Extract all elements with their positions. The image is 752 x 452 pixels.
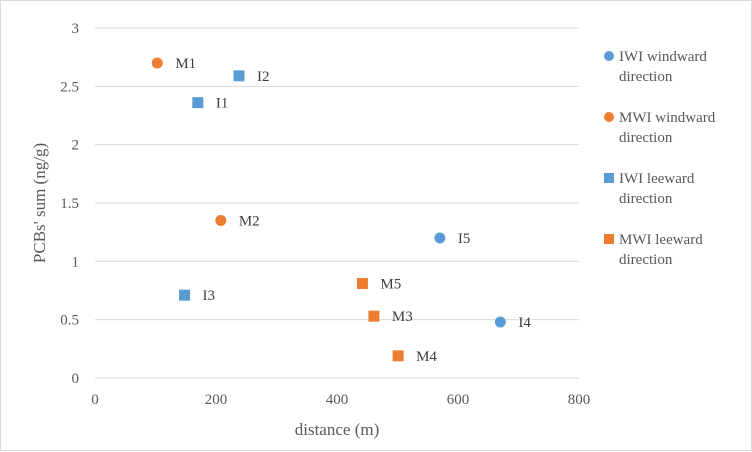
data-label: M2 <box>239 214 260 230</box>
y-tick-label: 0.5 <box>60 313 79 329</box>
legend-label: direction <box>619 130 673 146</box>
y-tick-label: 2.5 <box>60 79 79 95</box>
legend-marker <box>604 112 614 122</box>
y-axis-title: PCBs' sum (ng/g) <box>30 143 49 263</box>
legend-label: IWI leeward <box>619 171 695 187</box>
data-point <box>434 232 446 244</box>
x-tick-label: 800 <box>568 392 591 408</box>
legend-label: MWI leeward <box>619 232 703 248</box>
data-point <box>151 57 163 69</box>
data-point <box>392 350 404 362</box>
legend-label: direction <box>619 252 673 268</box>
data-label: M3 <box>392 309 413 325</box>
x-axis-title: distance (m) <box>295 420 380 439</box>
data-label: I4 <box>518 315 531 331</box>
data-label: I2 <box>257 69 270 85</box>
legend-label: MWI windward <box>619 110 716 126</box>
legend-marker <box>604 234 614 244</box>
legend-label: IWI windward <box>619 49 707 65</box>
data-label: M1 <box>175 56 196 72</box>
data-label: M5 <box>380 277 401 293</box>
data-point <box>494 316 506 328</box>
y-tick-label: 1 <box>72 254 80 270</box>
x-tick-label: 200 <box>205 392 228 408</box>
y-tick-label: 1.5 <box>60 196 79 212</box>
data-point <box>192 97 204 109</box>
x-tick-label: 0 <box>91 392 99 408</box>
legend-label: direction <box>619 69 673 85</box>
data-point <box>215 215 227 226</box>
data-label: M4 <box>416 349 437 365</box>
data-label: I5 <box>458 231 471 247</box>
y-tick-label: 2 <box>72 138 80 154</box>
data-label: I1 <box>216 96 229 112</box>
data-point <box>356 278 368 289</box>
legend-marker <box>604 173 614 183</box>
data-label: I3 <box>203 288 216 304</box>
data-point <box>179 289 191 301</box>
x-tick-label: 600 <box>447 392 470 408</box>
data-point <box>368 310 380 322</box>
data-point <box>233 70 245 82</box>
x-tick-label: 400 <box>326 392 349 408</box>
legend-marker <box>604 51 614 61</box>
legend-label: direction <box>619 191 673 207</box>
y-tick-label: 0 <box>72 371 80 387</box>
y-tick-label: 3 <box>72 21 80 37</box>
